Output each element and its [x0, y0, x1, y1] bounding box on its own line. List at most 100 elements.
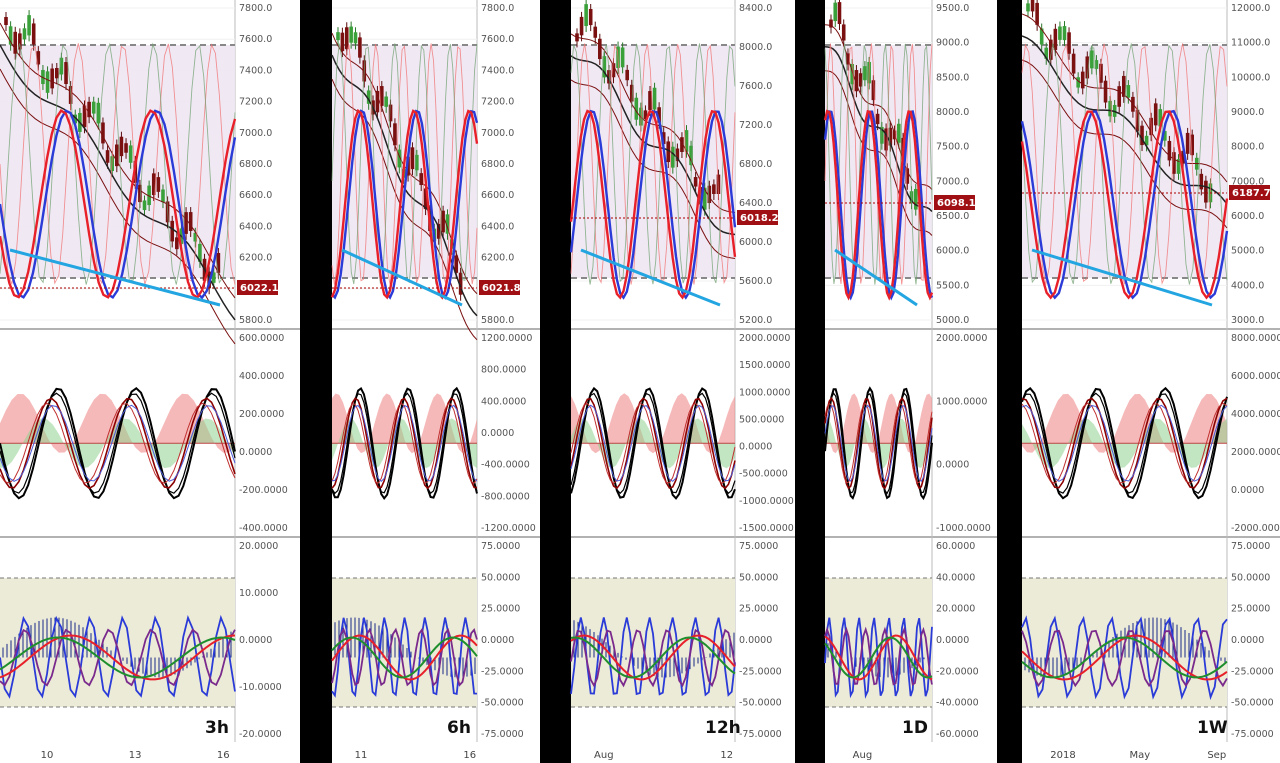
last-price-tag: 6021.8 — [479, 280, 521, 295]
candle — [629, 84, 634, 102]
osc-tick: -400.0000 — [481, 460, 530, 471]
candle — [188, 212, 193, 231]
candle — [128, 145, 133, 163]
candle — [441, 210, 445, 233]
rsi-tick: -10.0000 — [239, 682, 282, 693]
price-tick: 10000.0 — [1231, 72, 1270, 83]
candle — [897, 123, 901, 143]
stoch-line — [569, 109, 737, 300]
candle — [1181, 150, 1185, 164]
price-tick: 6200.0 — [239, 253, 272, 264]
rsi-line — [824, 636, 933, 679]
rsi-tick: -40.0000 — [936, 698, 979, 709]
candle — [1062, 26, 1067, 41]
candle — [436, 223, 441, 239]
rsi-line — [0, 636, 236, 679]
osc-tick: -1200.0000 — [481, 523, 536, 534]
candle — [1163, 131, 1167, 141]
price-tick: 7600.0 — [239, 34, 272, 45]
candle — [22, 28, 27, 40]
date-tick: Sep — [1207, 750, 1226, 761]
panel-3h: 5800.06000.06200.06400.06600.06800.07000… — [0, 0, 300, 763]
price-tick: 6400.0 — [481, 221, 514, 232]
candle — [684, 130, 689, 152]
candle — [379, 86, 384, 106]
candle — [82, 105, 87, 128]
date-tick: 11 — [355, 750, 368, 761]
candle — [913, 188, 918, 210]
trendline-annotation — [834, 248, 918, 307]
candle — [18, 33, 22, 50]
candle — [1094, 60, 1099, 69]
rsi-tick: 25.0000 — [739, 604, 778, 615]
osc-line — [331, 397, 478, 490]
candle — [1035, 2, 1039, 25]
candle — [863, 66, 867, 81]
candle — [147, 185, 151, 206]
candle — [13, 31, 18, 54]
candle — [1067, 32, 1071, 54]
candle — [101, 122, 105, 144]
osc-line — [570, 404, 736, 482]
candle — [1153, 103, 1158, 126]
rsi-line — [331, 617, 478, 698]
price-tick: 8000.0 — [936, 107, 969, 118]
rsi-tick: 0.0000 — [1231, 635, 1264, 646]
candle — [1158, 109, 1163, 127]
rsi-line — [824, 634, 933, 681]
candle — [198, 243, 202, 262]
price-tick: 7000.0 — [1231, 176, 1264, 187]
candle — [579, 16, 584, 36]
price-tick: 7500.0 — [936, 142, 969, 153]
candle — [388, 104, 393, 122]
panel-12h: 5200.0 5600.0 6000.0 6400.0 6800.0 7200.0 7600… — [569, 0, 795, 763]
candle — [454, 255, 459, 273]
candle — [445, 214, 450, 234]
candle — [1117, 86, 1122, 107]
osc-tick: -800.0000 — [481, 491, 530, 502]
osc-line — [570, 397, 736, 490]
candle — [211, 272, 216, 283]
candle — [124, 143, 128, 153]
osc-line — [570, 386, 736, 500]
price-tick: 8400.0 — [739, 3, 772, 14]
candle — [59, 57, 64, 75]
price-tick: 6000.0 — [936, 246, 969, 257]
rsi-tick: 50.0000 — [739, 572, 778, 583]
osc-tick: 0.0000 — [936, 460, 969, 471]
osc-line — [570, 392, 736, 495]
candle — [1049, 39, 1053, 60]
price-tick: 6600.0 — [481, 190, 514, 201]
ma-line — [1021, 35, 1228, 205]
candle — [1099, 63, 1103, 83]
stoch-line — [330, 108, 479, 300]
candle — [875, 113, 880, 125]
osc-tick: -500.0000 — [739, 469, 788, 480]
osc-tick: 1000.0000 — [936, 396, 987, 407]
price-tick: 6200.0 — [481, 253, 514, 264]
osc-tick: 0.0000 — [739, 442, 772, 453]
svg-text:6018.2: 6018.2 — [740, 213, 779, 224]
osc-tick: -2000.0000 — [1231, 523, 1280, 534]
candle — [643, 110, 648, 120]
date-tick: 16 — [217, 750, 230, 761]
osc-tick: 500.0000 — [739, 414, 784, 425]
candle — [138, 184, 142, 203]
candle — [1126, 85, 1131, 98]
price-tick: 7200.0 — [239, 97, 272, 108]
candle — [366, 90, 371, 104]
candle — [358, 37, 362, 58]
candle — [1204, 180, 1208, 203]
osc-line — [0, 392, 236, 494]
trendline-annotation — [1031, 248, 1213, 307]
candle — [1108, 100, 1112, 117]
rsi-tick: 20.0000 — [936, 604, 975, 615]
timeframe-label: 1W — [1197, 718, 1228, 738]
candle — [105, 150, 110, 163]
rsi-tick: -50.0000 — [1231, 698, 1274, 709]
candle — [850, 64, 854, 85]
date-tick: 16 — [463, 750, 476, 761]
candle — [607, 70, 611, 84]
candle — [652, 87, 657, 110]
osc-line — [0, 397, 236, 490]
